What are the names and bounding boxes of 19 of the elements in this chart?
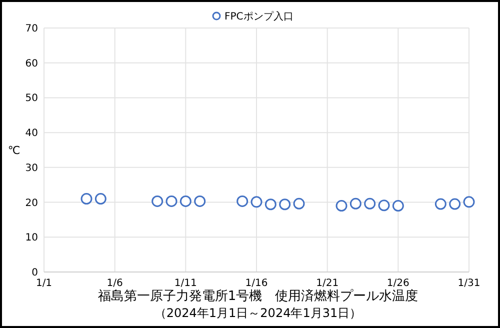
y-tick-label: 20	[25, 198, 38, 209]
y-tick-label: 70	[25, 24, 38, 34]
x-tick-label: 1/6	[106, 278, 123, 289]
legend-label: FPCポンプ入口	[224, 10, 294, 22]
y-tick-label: 30	[25, 162, 38, 174]
x-tick-label: 1/21	[316, 278, 339, 289]
x-tick-label: 1/1	[36, 278, 52, 289]
x-tick-label: 1/16	[245, 278, 268, 289]
x-tick-label: 1/26	[386, 278, 410, 289]
text: 福島第一原子力発電所1号機 使用済燃料プール水温度	[98, 288, 418, 304]
y-axis-title: ℃	[8, 144, 20, 157]
y-tick-label: 60	[25, 58, 38, 70]
y-tick-label: 40	[25, 128, 38, 140]
y-tick-label: 50	[25, 93, 38, 104]
x-tick-label: 1/11	[174, 278, 197, 289]
y-tick-label: 10	[25, 232, 38, 244]
y-tick-label: 0	[32, 268, 38, 278]
x-tick-label: 1/31	[458, 278, 480, 289]
text: （2024年1月1日～2024年1月31日）	[154, 306, 362, 320]
